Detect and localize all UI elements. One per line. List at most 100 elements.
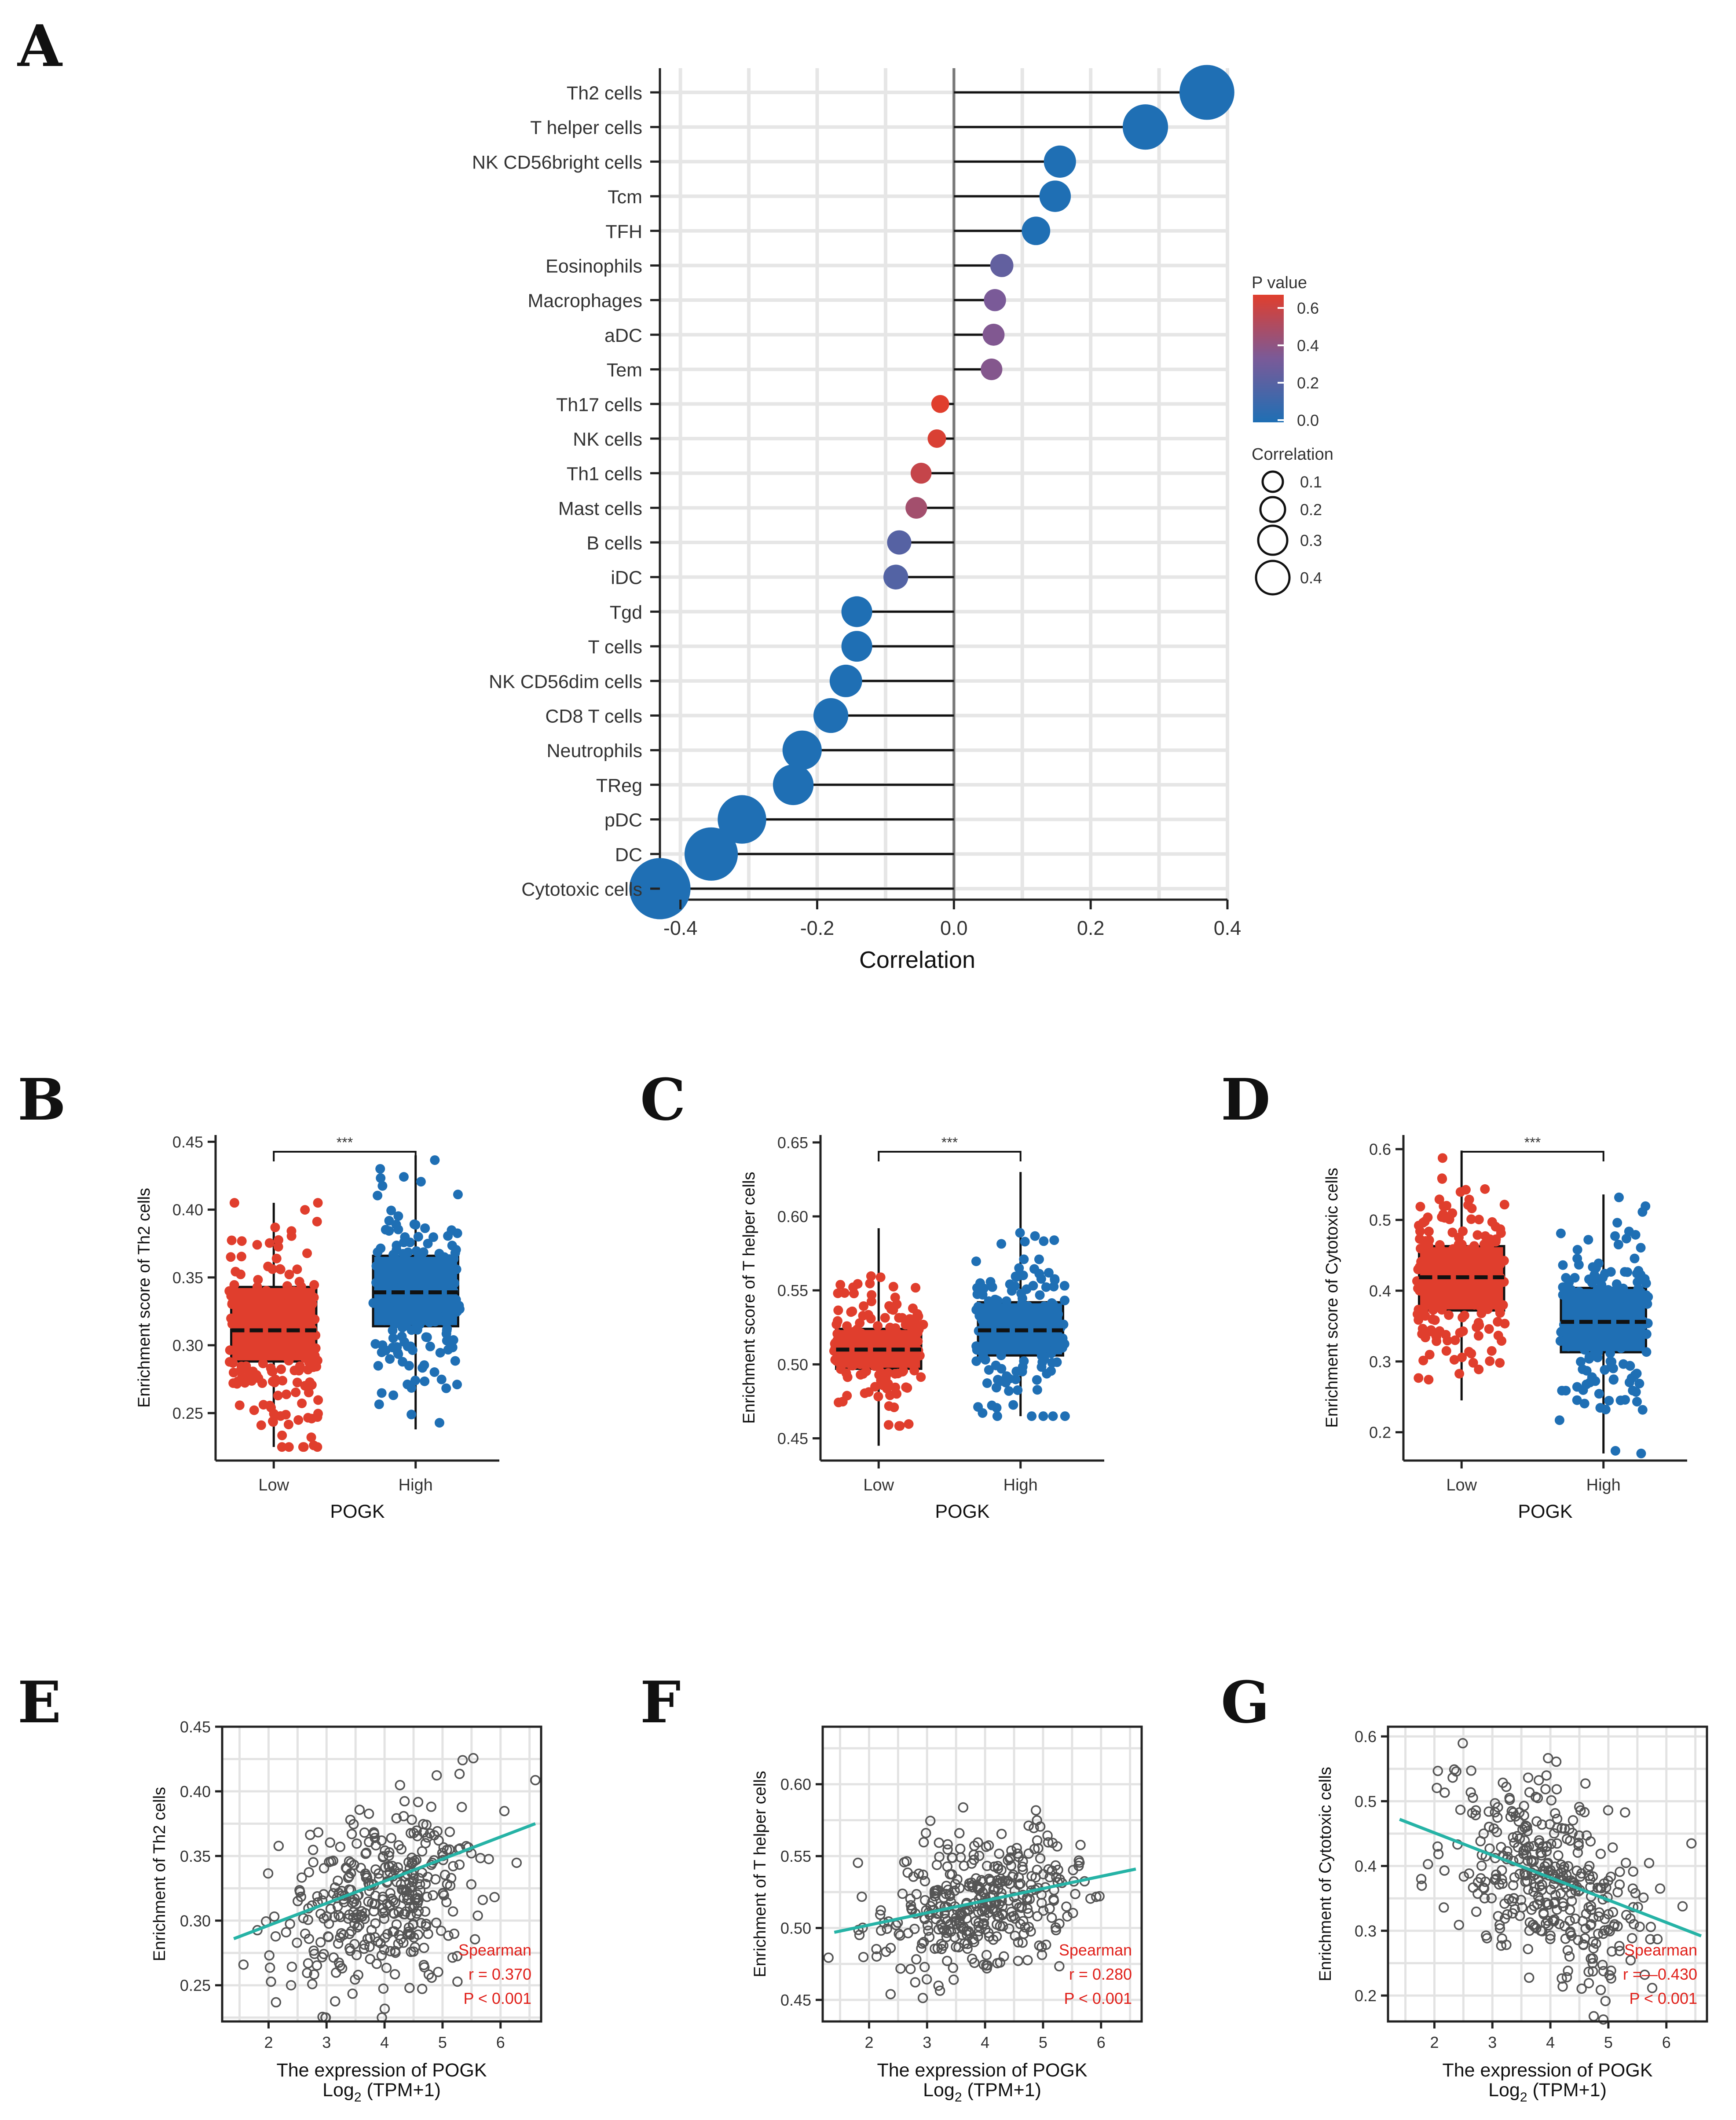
scatter-point <box>1036 1942 1047 1952</box>
lollipop-point <box>684 827 738 881</box>
jitter-point <box>398 1249 408 1259</box>
scatter-point <box>325 1837 335 1848</box>
y-tick-label: 0.2 <box>1355 1987 1377 2005</box>
size-legend-circle <box>1257 524 1289 556</box>
scatter-point <box>428 1890 438 1900</box>
scatter-point <box>1008 1869 1018 1880</box>
y-tick-label: 0.40 <box>180 1783 211 1801</box>
jitter-point <box>842 1372 853 1382</box>
scatter-point <box>1583 1978 1594 1988</box>
scatter-point <box>1502 1909 1513 1920</box>
scatter-point <box>1543 1753 1553 1764</box>
jitter-point <box>375 1164 385 1174</box>
jitter-point <box>399 1172 409 1182</box>
jitter-point <box>1578 1364 1588 1374</box>
jitter-point <box>376 1173 386 1183</box>
jitter-point <box>1013 1385 1023 1395</box>
jitter-point <box>430 1317 440 1327</box>
jitter-point <box>1457 1352 1467 1362</box>
x-tick-label: High <box>1586 1476 1621 1494</box>
scatter-point <box>348 1819 359 1830</box>
scatter-point <box>286 1961 297 1972</box>
lollipop-point <box>813 698 849 733</box>
panel-d-boxplot: 0.2 0.3 0.4 0.5 0.6 Low High *** POGK Enrichment … <box>1323 1135 1687 1522</box>
scatter-point <box>370 1864 381 1875</box>
jitter-point <box>267 1416 278 1426</box>
scatter-point <box>269 1911 280 1922</box>
scatter-point <box>969 1841 980 1851</box>
scatter-point <box>1454 1919 1465 1930</box>
scatter-point <box>1578 1939 1589 1950</box>
jitter-point <box>1455 1187 1465 1197</box>
y-tick-label: 0.55 <box>777 1282 808 1300</box>
jitter-point <box>875 1272 886 1282</box>
scatter-point <box>419 1943 429 1953</box>
jitter-point <box>294 1366 304 1376</box>
scatter-point <box>281 1927 292 1938</box>
jitter-point <box>971 1341 982 1351</box>
jitter-point <box>236 1361 246 1371</box>
scatter-point <box>1022 1955 1033 1966</box>
scatter-point <box>901 1856 912 1867</box>
scatter-point <box>1535 1847 1546 1858</box>
jitter-point <box>860 1388 870 1398</box>
scatter-point <box>1465 1787 1476 1798</box>
jitter-point <box>1572 1395 1582 1405</box>
jitter-point <box>1044 1268 1054 1278</box>
jitter-point <box>1566 1289 1576 1300</box>
jitter-point <box>1594 1389 1604 1399</box>
jitter-point <box>452 1380 462 1390</box>
jitter-point <box>1450 1335 1460 1345</box>
jitter-point <box>1414 1220 1424 1230</box>
jitter-point <box>310 1344 320 1354</box>
category-label: B cells <box>586 533 642 554</box>
size-legend-label: 0.2 <box>1300 501 1322 519</box>
scatter-point <box>295 1886 305 1897</box>
scatter-point <box>1588 1937 1598 1947</box>
scatter-point <box>998 1921 1008 1932</box>
scatter-point <box>266 1976 276 1987</box>
scatter-point <box>352 1922 363 1933</box>
jitter-point <box>236 1252 246 1262</box>
jitter-point <box>1555 1336 1565 1346</box>
scatter-point <box>408 1946 419 1957</box>
x-tick-label: Low <box>258 1476 289 1494</box>
scatter-point <box>1585 1882 1596 1893</box>
scatter-point <box>1038 1905 1049 1916</box>
scatter-point <box>1439 1902 1449 1913</box>
scatter-point <box>1620 1807 1630 1818</box>
scatter-point <box>959 1938 970 1949</box>
jitter-point <box>1618 1324 1628 1334</box>
x-axis-title: POGK <box>330 1501 385 1522</box>
jitter-point <box>1613 1240 1623 1250</box>
scatter-point <box>1627 1883 1638 1894</box>
scatter-point <box>1458 1871 1469 1882</box>
y-tick-label: 0.35 <box>180 1847 211 1865</box>
jitter-point <box>1605 1348 1615 1358</box>
jitter-point <box>389 1293 399 1303</box>
jitter-point <box>1435 1288 1445 1298</box>
jitter-point <box>971 1305 982 1315</box>
category-label: Mast cells <box>558 498 642 519</box>
scatter-point <box>1583 1966 1594 1977</box>
jitter-point <box>393 1267 403 1278</box>
jitter-point <box>1457 1239 1467 1249</box>
jitter-point <box>442 1314 452 1324</box>
jitter-point <box>1596 1304 1606 1314</box>
scatter-point <box>958 1802 969 1813</box>
jitter-point <box>404 1361 414 1371</box>
jitter-point <box>1585 1342 1595 1352</box>
x-tick-label: High <box>1004 1476 1038 1494</box>
jitter-point <box>1458 1326 1468 1336</box>
scatter-point <box>977 1887 988 1898</box>
scatter-point <box>981 1842 992 1852</box>
jitter-point <box>1607 1325 1617 1335</box>
scatter-point <box>1517 1824 1528 1835</box>
scatter-point <box>1552 1838 1562 1849</box>
jitter-point <box>394 1306 404 1316</box>
jitter-point <box>292 1377 302 1388</box>
jitter-point <box>249 1337 259 1347</box>
scatter-point <box>286 1980 297 1991</box>
colorbar-tick-label: 0.6 <box>1297 299 1319 317</box>
jitter-point <box>1060 1296 1070 1306</box>
